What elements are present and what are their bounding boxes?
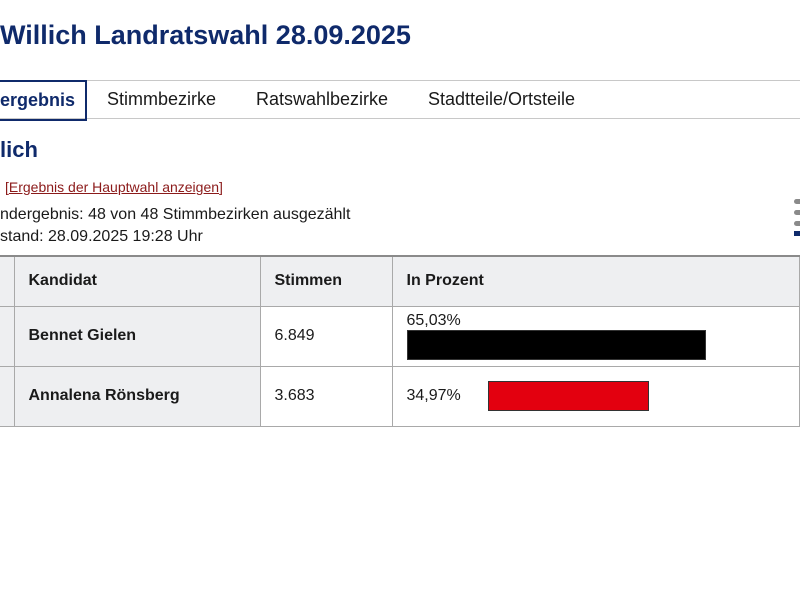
header-stimmen: Stimmen — [259, 255, 393, 307]
table-header: Kandidat Stimmen In Prozent — [0, 255, 800, 307]
timestamp: stand: 28.09.2025 19:28 Uhr — [0, 228, 203, 245]
tab-stimmbezirke[interactable]: Stimmbezirke — [107, 89, 217, 109]
row-marker — [0, 365, 15, 427]
percent-value: 34,97% — [406, 387, 461, 404]
count-status: ndergebnis: 48 von 48 Stimmbezirken ausg… — [0, 206, 351, 223]
candidate-name: Bennet Gielen — [13, 305, 261, 367]
tab-stadtteile[interactable]: Stadtteile/Ortsteile — [428, 89, 576, 109]
header-blank — [0, 255, 15, 307]
main-result-link[interactable]: Ergebnis der Hauptwahl anzeigen — [8, 179, 220, 195]
row-marker — [0, 305, 15, 367]
main-result-link-wrapper: [Ergebnis der Hauptwahl anzeigen] — [5, 179, 223, 195]
percent-bar — [487, 381, 649, 411]
header-prozent: In Prozent — [391, 255, 800, 307]
percent-bar — [406, 330, 706, 361]
candidate-name: Annalena Rönsberg — [13, 365, 261, 427]
section-heading: lich — [0, 137, 38, 162]
percent-cell: 65,03% — [391, 305, 800, 367]
table-row: Annalena Rönsberg 3.683 34,97% — [0, 365, 800, 427]
tab-ratswahlbezirke[interactable]: Ratswahlbezirke — [256, 89, 389, 109]
list-icon[interactable] — [794, 199, 800, 237]
results-table: Kandidat Stimmen In Prozent Bennet Giele… — [0, 255, 800, 427]
tab-label: ergebnis — [0, 90, 76, 110]
header-kandidat: Kandidat — [13, 255, 261, 307]
vote-count: 6.849 — [259, 305, 393, 367]
vote-count: 3.683 — [259, 365, 393, 427]
percent-cell: 34,97% — [391, 365, 800, 427]
tab-ergebnis[interactable]: ergebnis — [0, 80, 87, 121]
percent-value: 65,03% — [406, 311, 461, 329]
tab-bar: ergebnis Stimmbezirke Ratswahlbezirke St… — [0, 80, 800, 121]
page-title: Willich Landratswahl 28.09.2025 — [0, 20, 411, 50]
table-row: Bennet Gielen 6.849 65,03% — [0, 305, 800, 367]
